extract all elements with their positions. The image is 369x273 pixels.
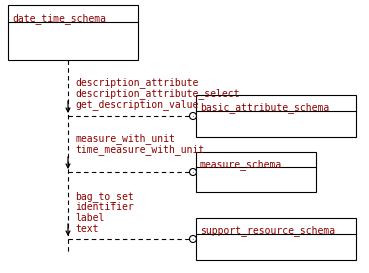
Text: identifier: identifier: [75, 202, 134, 212]
Bar: [196, 152, 316, 192]
Bar: [196, 95, 356, 137]
Text: get_description_value: get_description_value: [75, 99, 199, 110]
Bar: [8, 5, 138, 60]
Text: text: text: [75, 224, 99, 234]
Text: bag_to_set: bag_to_set: [75, 191, 134, 202]
Text: description_attribute_select: description_attribute_select: [75, 88, 239, 99]
Text: support_resource_schema: support_resource_schema: [200, 225, 335, 236]
Text: time_measure_with_unit: time_measure_with_unit: [75, 144, 204, 155]
Text: date_time_schema: date_time_schema: [12, 13, 106, 24]
Text: basic_attribute_schema: basic_attribute_schema: [200, 102, 329, 113]
Text: description_attribute: description_attribute: [75, 77, 199, 88]
Text: label: label: [75, 213, 104, 223]
Bar: [196, 218, 356, 260]
Text: measure_with_unit: measure_with_unit: [75, 133, 175, 144]
Text: measure_schema: measure_schema: [200, 159, 282, 170]
